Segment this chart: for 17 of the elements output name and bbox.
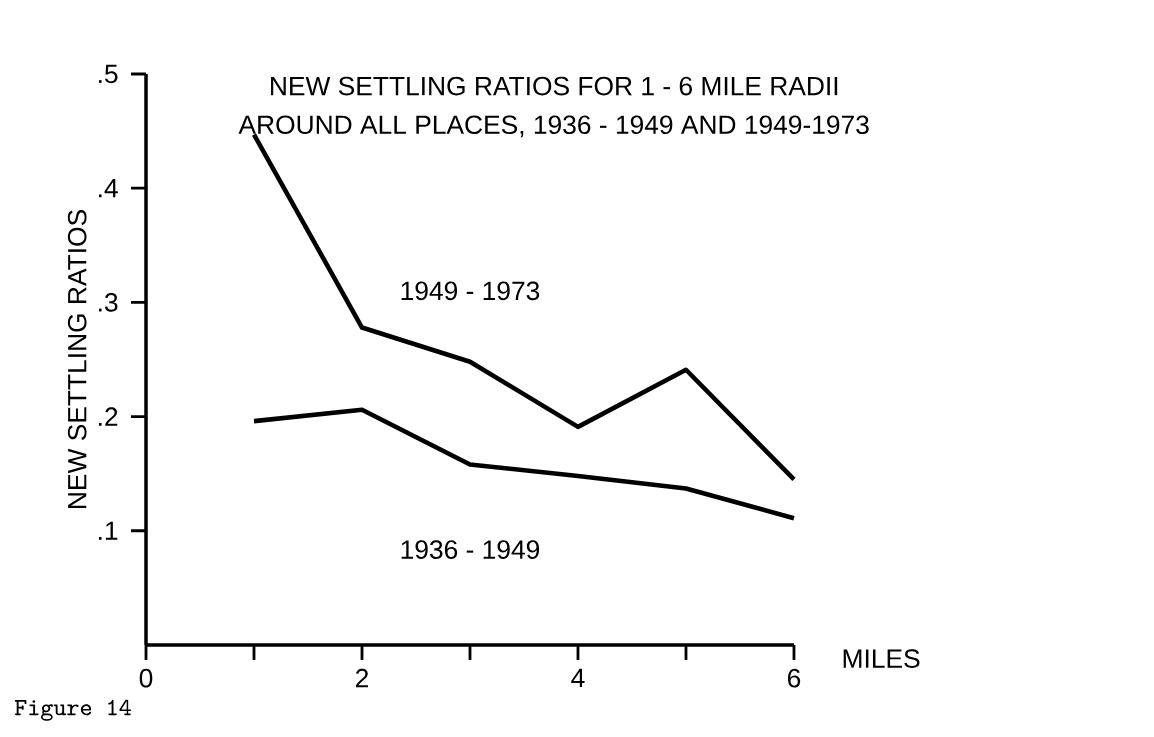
x-tick-label: 4: [571, 668, 585, 688]
x-tick-label: 6: [787, 668, 801, 688]
y-tick-label: .1: [99, 521, 118, 540]
line-series: [251, 407, 797, 521]
y-tick-label: .5: [99, 64, 118, 84]
caption: Figure 14: [14, 699, 132, 721]
series-label: 1949 - 1973: [401, 281, 540, 301]
x-tick-label: 0: [139, 668, 153, 688]
chart-title: NEW SETTLING RATIOS FOR 1 - 6 MILE RADII: [271, 76, 838, 96]
text: AROUND ALL PLACES, 1936 - 1949 AND 1949-1973: [238, 115, 869, 138]
text: 1936 - 1949: [401, 540, 540, 559]
y-tick-label: .3: [99, 293, 118, 312]
y-tick-label: .4: [99, 179, 118, 198]
x-axis-title: MILES: [843, 649, 920, 668]
y-axis-title: NEW SETTLING RATIOS: [67, 210, 87, 508]
y-tick-label: .2: [99, 407, 118, 426]
x-tick-label: 2: [355, 668, 369, 688]
